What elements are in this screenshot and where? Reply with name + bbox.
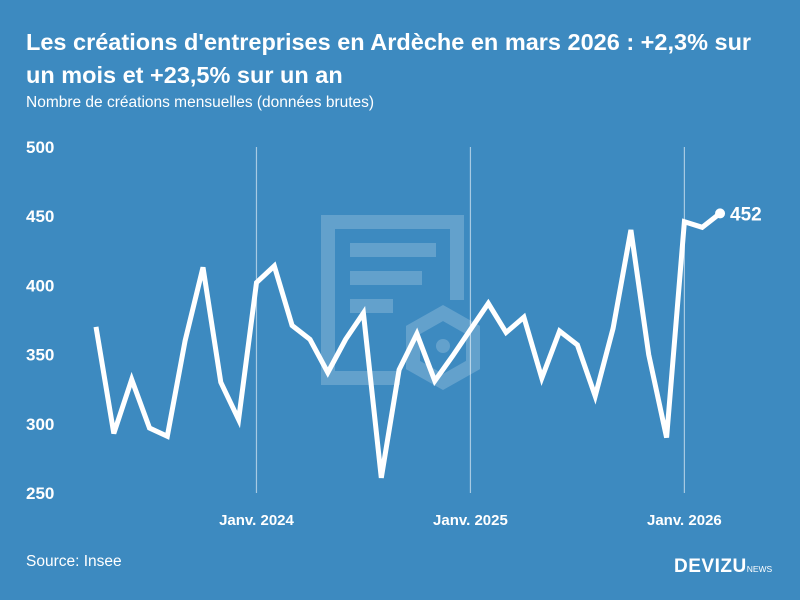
- chart-subtitle: Nombre de créations mensuelles (données …: [26, 94, 375, 111]
- y-tick-label: 250: [26, 484, 54, 503]
- devizu-logo: DEVIZUNEWS: [674, 556, 773, 577]
- y-tick-label: 400: [26, 276, 54, 295]
- series-line: [93, 211, 722, 479]
- y-tick-label: 500: [26, 138, 54, 157]
- y-tick-label: 450: [26, 207, 54, 226]
- y-tick-label: 300: [26, 415, 54, 434]
- x-tick-label: Janv. 2026: [647, 512, 722, 529]
- x-tick-label: Janv. 2025: [433, 512, 508, 529]
- data-point: [715, 208, 726, 219]
- source-note: Source: Insee: [26, 553, 122, 570]
- y-tick-label: 350: [26, 346, 54, 365]
- chart-title: Les créations d'entreprises en Ardèche e…: [26, 29, 752, 88]
- last-value-label: 452: [730, 204, 762, 225]
- x-tick-label: Janv. 2024: [219, 512, 294, 529]
